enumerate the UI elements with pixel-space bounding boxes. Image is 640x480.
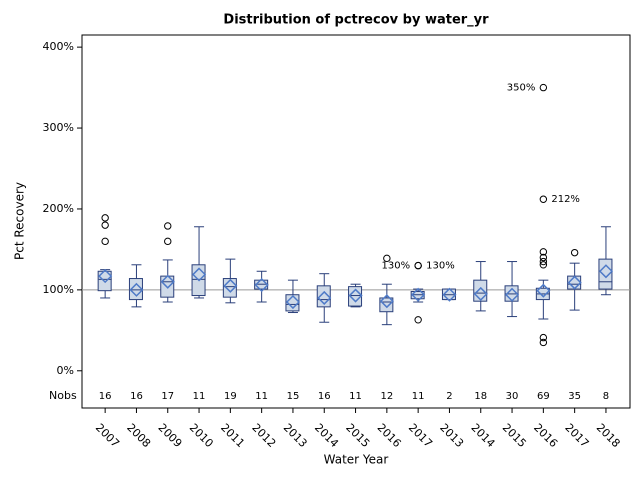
- box: [379, 297, 394, 313]
- mean-marker: [473, 286, 488, 301]
- outlier: [539, 261, 548, 269]
- nobs-value: 12: [380, 391, 393, 402]
- mean-marker: [223, 278, 238, 293]
- nobs-label: Nobs: [49, 389, 77, 402]
- nobs-value: 19: [224, 391, 237, 402]
- mean-marker: [411, 287, 426, 302]
- outlier-label: 350%: [507, 83, 536, 94]
- y-axis-title: Pct Recovery: [13, 182, 27, 260]
- outlier: [383, 254, 391, 263]
- mean-marker: [598, 264, 614, 279]
- outlier: [101, 214, 109, 222]
- nobs-value: 11: [255, 391, 268, 402]
- outlier: [539, 333, 548, 342]
- nobs-value: 11: [412, 391, 425, 402]
- mean-marker: [348, 288, 363, 303]
- outlier: [101, 221, 109, 229]
- outlier-label: 130%: [426, 261, 455, 272]
- mean-marker: [442, 287, 457, 302]
- nobs-value: 35: [568, 391, 581, 402]
- mean-marker: [536, 283, 551, 298]
- nobs-value: 18: [474, 391, 487, 402]
- nobs-value: 30: [506, 391, 519, 402]
- mean-marker: [129, 282, 144, 297]
- nobs-value: 2: [446, 391, 452, 402]
- mean-marker: [254, 277, 269, 293]
- mean-marker: [285, 294, 301, 310]
- nobs-value: 16: [318, 391, 331, 402]
- mean-marker: [504, 287, 520, 302]
- nobs-value: 15: [287, 391, 300, 402]
- y-tick-label: 100%: [43, 283, 74, 296]
- y-tick-label: 400%: [43, 40, 74, 53]
- mean-marker: [379, 294, 394, 309]
- outlier: [539, 253, 548, 262]
- mean-marker: [98, 269, 113, 284]
- outlier: [539, 338, 548, 347]
- y-tick-label: 0%: [57, 364, 74, 377]
- outlier-label: 212%: [551, 194, 580, 205]
- outlier: [539, 83, 548, 92]
- nobs-value: 17: [161, 391, 174, 402]
- outlier: [539, 257, 548, 266]
- mean-marker: [567, 275, 582, 290]
- outlier: [539, 195, 548, 203]
- chart-title: Distribution of pctrecov by water_yr: [223, 13, 489, 28]
- nobs-value: 69: [537, 391, 550, 402]
- outlier: [539, 248, 548, 256]
- nobs-value: 16: [130, 391, 143, 402]
- x-axis-title: Water Year: [324, 453, 389, 467]
- outlier-label: 130%: [382, 261, 411, 272]
- nobs-value: 11: [193, 391, 206, 402]
- nobs-value: 16: [99, 391, 112, 402]
- mean-marker: [191, 267, 207, 282]
- outlier: [414, 316, 422, 324]
- outlier: [101, 237, 109, 246]
- nobs-value: 8: [603, 391, 609, 402]
- outlier: [164, 222, 172, 230]
- y-tick-label: 200%: [43, 202, 74, 215]
- mean-marker: [317, 290, 332, 306]
- outlier: [414, 261, 422, 270]
- nobs-value: 11: [349, 391, 362, 402]
- outlier: [570, 248, 579, 257]
- box: [473, 279, 488, 302]
- mean-marker: [160, 274, 175, 289]
- outlier: [164, 237, 172, 246]
- y-tick-label: 300%: [43, 121, 74, 134]
